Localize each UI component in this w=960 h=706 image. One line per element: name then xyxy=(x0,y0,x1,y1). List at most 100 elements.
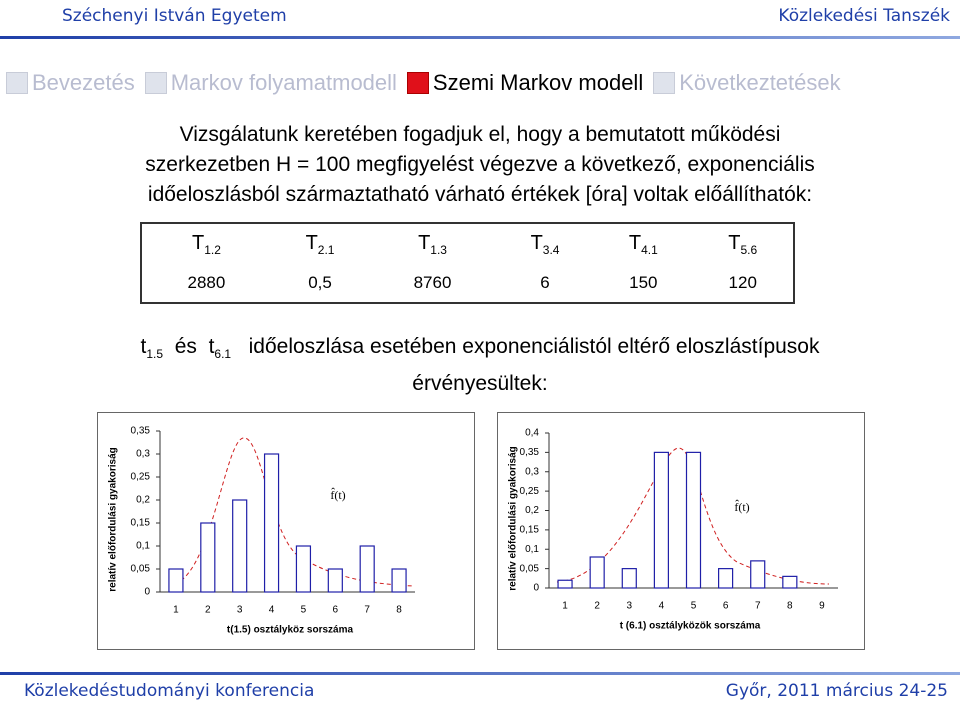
table-row: 2880 0,5 8760 6 150 120 xyxy=(141,264,794,303)
nav-item[interactable]: Szemi Markov modell xyxy=(406,70,644,96)
head-main: T xyxy=(191,231,205,254)
y-tick-label: 0,3 xyxy=(136,449,150,460)
y-tick-label: 0,05 xyxy=(131,564,151,575)
x-tick-label: 5 xyxy=(691,601,697,612)
head-sub: 1.3 xyxy=(430,242,447,257)
chart-frame xyxy=(97,412,475,650)
y-tick-label: 0,2 xyxy=(136,495,150,506)
bar xyxy=(295,545,312,593)
bar xyxy=(232,499,248,593)
y-tick-label: 0,35 xyxy=(520,447,540,458)
table-head-cell: T5.6 xyxy=(692,223,794,264)
table-header: T1.2 T2.1 T1.3 T3.4 T4.1 T5.6 xyxy=(141,223,794,264)
note-sub: 6.1 xyxy=(214,347,232,362)
chart-frame xyxy=(497,412,865,650)
bar xyxy=(718,568,734,589)
nav-label[interactable]: Következtetések xyxy=(679,70,841,95)
x-tick-label: 8 xyxy=(396,605,402,616)
nav-label[interactable]: Bevezetés xyxy=(32,70,135,95)
table-cell: 8760 xyxy=(413,273,452,292)
x-tick-label: 6 xyxy=(333,605,339,616)
bar xyxy=(557,579,573,589)
bar xyxy=(168,568,184,593)
y-tick-label: 0,3 xyxy=(525,466,539,477)
bar xyxy=(200,522,216,593)
head-main: T xyxy=(728,231,741,254)
x-tick-label: 3 xyxy=(237,605,243,616)
bar xyxy=(327,568,343,593)
nav-item[interactable]: Markov folyamatmodell xyxy=(144,70,397,96)
nav-item[interactable]: Következtetések xyxy=(653,70,841,96)
nav-item[interactable]: Bevezetés xyxy=(6,70,135,96)
header-rule xyxy=(0,36,960,39)
nav-icon xyxy=(653,72,676,94)
nav-label[interactable]: Markov folyamatmodell xyxy=(170,70,397,95)
nav-icon xyxy=(406,72,429,94)
head-sub: 3.4 xyxy=(542,242,560,257)
footer-right: Győr, 2011 március 24-25 xyxy=(725,681,948,701)
bar xyxy=(391,568,407,593)
value-table: T1.2 T2.1 T1.3 T3.4 T4.1 T5.6 2880 0,5 8760 6 150… xyxy=(140,222,795,304)
footer-rule xyxy=(0,672,960,675)
y-tick-label: 0 xyxy=(144,587,150,598)
head-main: T xyxy=(418,231,431,254)
x-tick-label: 1 xyxy=(562,601,568,612)
x-tick-label: 2 xyxy=(205,605,211,616)
y-tick-label: 0,1 xyxy=(136,541,150,552)
nav-icon xyxy=(6,72,28,94)
x-tick-label: 1 xyxy=(173,605,179,616)
y-tick-label: 0,05 xyxy=(520,563,540,574)
y-tick-label: 0,15 xyxy=(131,518,151,529)
y-tick-label: 0,25 xyxy=(131,472,151,483)
head-main: T xyxy=(628,231,642,254)
head-sub: 4.1 xyxy=(641,242,658,257)
note: t1.5 és t6.1 időeloszlása esetében expon… xyxy=(0,332,960,399)
x-tick-label: 4 xyxy=(269,605,275,616)
note-text: érvényesültek: xyxy=(412,372,548,396)
x-tick-label: 4 xyxy=(659,601,665,612)
head-sub: 2.1 xyxy=(317,242,335,257)
bar xyxy=(359,545,375,593)
table-cell: 120 xyxy=(728,273,757,292)
table-head-cell: T4.1 xyxy=(594,223,692,264)
head-main: T xyxy=(305,231,318,254)
y-axis-title: relatív előfordulási gyakoriság xyxy=(108,447,119,592)
x-tick-label: 3 xyxy=(626,601,632,612)
nav-label[interactable]: Szemi Markov modell xyxy=(432,70,644,95)
table-head-cell: T2.1 xyxy=(271,223,369,264)
bar xyxy=(589,556,605,589)
x-tick-label: 6 xyxy=(723,601,729,612)
table-cell: 150 xyxy=(629,273,658,292)
y-tick-label: 0,1 xyxy=(525,544,539,555)
bar xyxy=(653,451,669,589)
head-sub: 5.6 xyxy=(740,242,758,257)
intro-line: Vizsgálatunk keretében fogadjuk el, hogy… xyxy=(179,123,781,146)
bar xyxy=(621,568,637,589)
head-main: T xyxy=(530,231,543,254)
table-cell: 6 xyxy=(540,273,550,292)
y-tick-label: 0,35 xyxy=(131,426,151,437)
table-head-cell: T1.3 xyxy=(369,223,496,264)
x-axis-title: t(1.5) osztályköz sorszáma xyxy=(227,625,354,636)
intro-line: szerkezetben H = 100 megfigyelést végezv… xyxy=(145,153,815,176)
x-tick-label: 7 xyxy=(364,605,370,616)
intro: Vizsgálatunk keretében fogadjuk el, hogy… xyxy=(0,120,960,210)
note-text: időeloszlása esetében exponenciálistól e… xyxy=(248,335,820,358)
table-cell: 0,5 xyxy=(308,273,332,292)
x-tick-label: 9 xyxy=(819,601,825,612)
x-tick-label: 7 xyxy=(755,601,761,612)
y-axis-title: relatív előfordulási gyakoriság xyxy=(508,446,519,591)
table-cell: 2880 xyxy=(187,273,226,292)
bar xyxy=(750,560,766,589)
y-tick-label: 0,15 xyxy=(520,525,540,536)
bar xyxy=(685,451,702,589)
y-tick-label: 0 xyxy=(533,583,539,594)
annotation: f̂(t) xyxy=(734,499,749,514)
note-text: t xyxy=(208,335,215,358)
y-tick-label: 0,4 xyxy=(525,428,539,439)
header-right: Közlekedési Tanszék xyxy=(778,6,950,26)
nav: Bevezetés Markov folyamatmodell Szemi Ma… xyxy=(6,70,851,96)
bar xyxy=(782,575,798,589)
x-axis-title: t (6.1) osztályközök sorszáma xyxy=(620,621,761,632)
x-tick-label: 5 xyxy=(301,605,307,616)
